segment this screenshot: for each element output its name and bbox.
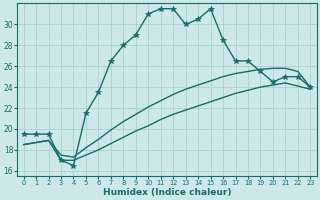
X-axis label: Humidex (Indice chaleur): Humidex (Indice chaleur)	[103, 188, 231, 197]
